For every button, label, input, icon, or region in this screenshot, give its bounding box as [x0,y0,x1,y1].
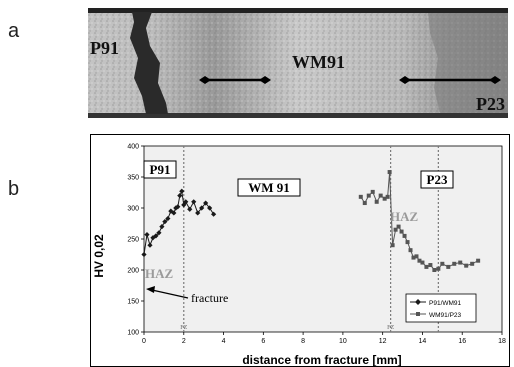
data-point-s2-12 [399,229,404,234]
x-tick-label-3: 6 [261,338,265,345]
data-point-s1-11 [173,205,179,211]
data-point-s2-30 [476,258,481,263]
data-point-s1-14 [179,188,185,194]
legend-marker-diamond [415,299,421,305]
annotation-haz-left: HAZ [145,266,174,281]
data-point-s1-2 [147,242,153,248]
x-tick-label-5: 10 [339,338,347,345]
data-point-s2-7 [385,194,390,199]
label-p23: P23 [476,94,505,114]
x-axis-label: distance from fracture [mm] [242,353,401,367]
fracture-arrow [146,286,189,299]
data-point-s2-11 [396,224,401,229]
data-point-s2-16 [411,255,416,260]
measure-arrow-right [399,76,501,84]
data-point-s1-8 [165,215,171,222]
data-point-s2-21 [428,263,433,268]
data-point-s1-10 [171,210,177,216]
annotation-fracture: fracture [191,291,228,305]
label-p91: P91 [90,38,119,58]
data-point-s2-24 [440,261,445,266]
x-tick-label-1: 2 [182,338,186,345]
hardness-chart: FZ FZ 0 2 4 6 8 10 12 14 16 18 100 150 200 250 300 350 40… [90,134,510,367]
data-point-s1-18 [191,199,197,205]
data-point-s1-17 [187,206,193,212]
annotation-p23: P23 [427,172,448,187]
legend-label-series-2: WM91/P23 [429,312,462,319]
data-point-s2-25 [446,264,451,269]
fracture-gap [130,12,168,114]
x-tick-label-0: 0 [142,338,146,345]
y-tick-label-6: 400 [127,144,139,151]
x-tick-label-9: 18 [498,338,506,345]
annotation-haz-right: HAZ [390,209,419,224]
data-point-s2-9 [390,243,395,248]
data-point-s1-13 [177,193,183,199]
data-point-s1-12 [175,204,181,210]
data-point-s2-15 [408,248,413,253]
y-tick-label-0: 100 [127,330,139,337]
data-point-s2-26 [452,261,457,266]
data-point-s2-14 [405,240,410,245]
data-point-s2-2 [366,193,371,198]
data-point-s1-20 [199,205,205,211]
measure-arrow-left [199,76,271,84]
data-point-s2-20 [424,264,429,269]
y-tick-label-1: 150 [127,299,139,306]
fusion-line-label-1: FZ [180,325,187,331]
data-point-s2-19 [420,260,425,265]
data-point-s2-3 [370,189,375,194]
data-point-s2-13 [402,233,407,238]
data-point-s2-22 [432,268,437,272]
data-point-s1-4 [153,233,159,239]
x-tick-label-8: 16 [458,338,466,345]
y-tick-label-3: 250 [127,237,139,244]
data-point-s1-1 [144,232,150,238]
p23-dark-zone [428,13,508,113]
data-point-s1-19 [195,210,201,216]
legend-marker-square [416,312,420,316]
data-point-s1-5 [156,230,162,236]
data-point-s2-0 [358,194,363,199]
x-tick-label-6: 12 [379,338,387,345]
legend: P91/WM91 WM91/P23 [405,293,477,323]
data-point-s2-17 [414,254,419,259]
data-point-s1-23 [211,211,217,217]
annotation-p91-box: P91 [143,160,177,179]
y-tick-label-2: 200 [127,268,139,275]
annotation-p23-box: P23 [420,170,454,189]
data-point-s2-18 [417,258,422,263]
legend-label-series-1: P91/WM91 [429,300,462,307]
annotation-p91: P91 [150,162,171,177]
data-point-s1-22 [207,205,213,211]
data-point-s2-4 [374,199,379,204]
x-tick-label-2: 4 [222,338,226,345]
data-point-s1-16 [183,199,189,205]
weld-micrograph: P91 WM91 P23 [88,8,508,118]
annotation-wm91: WM 91 [248,180,290,195]
data-point-s1-0 [141,251,147,258]
panel-letter-b: b [8,178,20,200]
data-point-s2-10 [393,227,398,232]
data-point-s2-23 [436,266,441,271]
x-tick-label-7: 14 [419,338,427,345]
data-point-s2-29 [470,261,475,266]
annotation-wm91-box: WM 91 [237,178,301,197]
panel-letter-a: a [8,20,20,42]
fusion-line-label-2: FZ [387,325,394,331]
x-tick-label-4: 8 [301,338,305,345]
y-tick-label-4: 300 [127,206,139,213]
data-point-s2-5 [378,193,383,198]
data-point-s2-1 [362,201,367,206]
data-point-s2-28 [464,263,469,268]
data-point-s2-8 [387,170,392,175]
label-wm91: WM91 [292,52,345,72]
data-point-s1-21 [203,200,209,206]
data-point-s2-6 [382,196,387,201]
data-point-s1-6 [159,224,165,230]
y-tick-label-5: 350 [127,175,139,182]
data-point-s2-27 [458,260,463,265]
y-axis-label: HV 0,02 [92,234,106,278]
